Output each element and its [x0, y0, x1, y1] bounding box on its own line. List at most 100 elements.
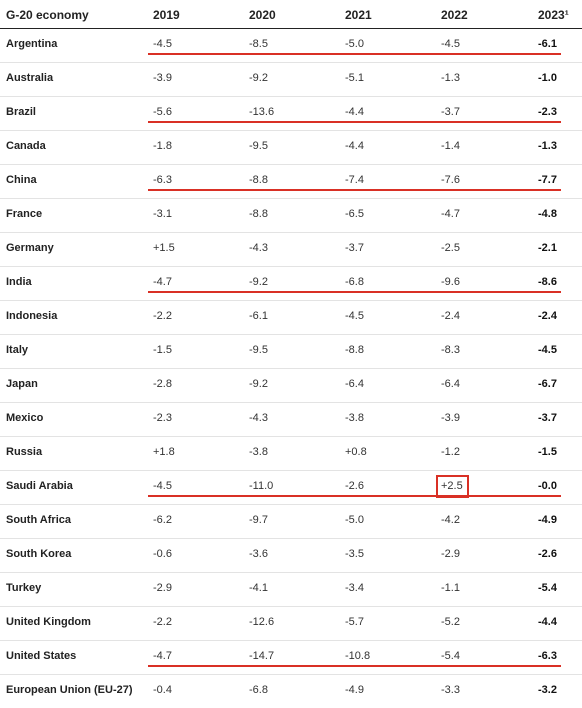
value-cell: -3.7 [345, 242, 364, 254]
table-row: European Union (EU-27) -0.4 -6.8 -4.9 -3.3 -3… [0, 674, 582, 708]
header-2019: 2019 [153, 8, 180, 22]
value-cell: -6.3 [538, 650, 557, 662]
value-cell: -7.6 [441, 174, 460, 186]
value-cell: -3.9 [153, 72, 172, 84]
header-2023: 2023¹ [538, 8, 569, 22]
value-cell: -10.8 [345, 650, 371, 662]
value-cell: -9.5 [249, 344, 268, 356]
country-name: Mexico [6, 412, 44, 424]
country-name: China [6, 174, 37, 186]
table-row: South Africa -6.2 -9.7 -5.0 -4.2 -4.9 [0, 504, 582, 539]
value-cell: -4.3 [249, 242, 268, 254]
table-row: Brazil -5.6 -13.6 -4.4 -3.7 -2.3 [0, 96, 582, 131]
value-cell: -7.7 [538, 174, 557, 186]
value-cell: -1.8 [153, 140, 172, 152]
country-name: South Africa [6, 514, 71, 526]
value-cell: +1.8 [153, 446, 175, 458]
value-cell: +2.5 [441, 480, 463, 492]
value-cell: -4.3 [249, 412, 268, 424]
value-cell: -2.6 [538, 548, 557, 560]
value-cell: -5.4 [538, 582, 557, 594]
country-name: Australia [6, 72, 54, 84]
highlight-underline [148, 665, 561, 667]
value-cell: -1.5 [153, 344, 172, 356]
header-2022: 2022 [441, 8, 468, 22]
country-name: United States [6, 650, 77, 662]
value-cell: -2.9 [441, 548, 460, 560]
value-cell: -8.5 [249, 38, 268, 50]
value-cell: -6.2 [153, 514, 172, 526]
value-cell: -3.1 [153, 208, 172, 220]
table-header: G-20 economy 2019 2020 2021 2022 2023¹ [0, 0, 582, 29]
value-cell: -9.2 [249, 276, 268, 288]
table-row: Australia -3.9 -9.2 -5.1 -1.3 -1.0 [0, 62, 582, 97]
country-name: Japan [6, 378, 38, 390]
value-cell: -1.4 [441, 140, 460, 152]
value-cell: -4.9 [345, 684, 364, 696]
highlight-underline [148, 53, 561, 55]
country-name: South Korea [6, 548, 72, 560]
country-name: Turkey [6, 582, 42, 594]
value-cell: -8.8 [249, 208, 268, 220]
value-cell: -8.8 [249, 174, 268, 186]
value-cell: -4.5 [441, 38, 460, 50]
value-cell: -1.1 [441, 582, 460, 594]
value-cell: -4.5 [153, 38, 172, 50]
value-cell: -4.7 [153, 650, 172, 662]
value-cell: -3.3 [441, 684, 460, 696]
value-cell: -4.2 [441, 514, 460, 526]
table-row: Argentina -4.5 -8.5 -5.0 -4.5 -6.1 [0, 28, 582, 63]
value-cell: -6.4 [345, 378, 364, 390]
value-cell: -8.8 [345, 344, 364, 356]
value-cell: -9.7 [249, 514, 268, 526]
table-row: South Korea -0.6 -3.6 -3.5 -2.9 -2.6 [0, 538, 582, 573]
value-cell: -3.4 [345, 582, 364, 594]
value-cell: -3.6 [249, 548, 268, 560]
highlight-underline [148, 495, 561, 497]
value-cell: -6.1 [249, 310, 268, 322]
country-name: Russia [6, 446, 43, 458]
highlight-underline [148, 121, 561, 123]
value-cell: -4.5 [345, 310, 364, 322]
value-cell: -2.1 [538, 242, 557, 254]
value-cell: -2.5 [441, 242, 460, 254]
country-name: India [6, 276, 32, 288]
value-cell: -9.5 [249, 140, 268, 152]
value-cell: -5.4 [441, 650, 460, 662]
value-cell: -2.3 [538, 106, 557, 118]
value-cell: -6.8 [345, 276, 364, 288]
value-cell: -6.4 [441, 378, 460, 390]
value-cell: -1.3 [538, 140, 557, 152]
table-row: Turkey -2.9 -4.1 -3.4 -1.1 -5.4 [0, 572, 582, 607]
table-row: Japan -2.8 -9.2 -6.4 -6.4 -6.7 [0, 368, 582, 403]
value-cell: -4.5 [153, 480, 172, 492]
value-cell: -5.0 [345, 514, 364, 526]
value-cell: -6.3 [153, 174, 172, 186]
country-name: Canada [6, 140, 46, 152]
table-row: United States -4.7 -14.7 -10.8 -5.4 -6.3 [0, 640, 582, 675]
value-cell: -8.6 [538, 276, 557, 288]
value-cell: -11.0 [249, 480, 274, 492]
value-cell: -2.4 [441, 310, 460, 322]
country-name: Argentina [6, 38, 58, 50]
value-cell: -3.8 [249, 446, 268, 458]
value-cell: -6.1 [538, 38, 557, 50]
value-cell: -4.7 [153, 276, 172, 288]
value-cell: -2.2 [153, 616, 172, 628]
header-2021: 2021 [345, 8, 372, 22]
value-cell: -2.9 [153, 582, 172, 594]
table-row: Saudi Arabia -4.5 -11.0 -2.6 +2.5 -0.0 [0, 470, 582, 505]
value-cell: -5.2 [441, 616, 460, 628]
value-cell: -4.4 [345, 106, 364, 118]
value-cell: -0.0 [538, 480, 557, 492]
table-row: Mexico -2.3 -4.3 -3.8 -3.9 -3.7 [0, 402, 582, 437]
country-name: United Kingdom [6, 616, 91, 628]
value-cell: -8.3 [441, 344, 460, 356]
value-cell: -3.7 [538, 412, 557, 424]
highlight-underline [148, 189, 561, 191]
value-cell: -1.5 [538, 446, 557, 458]
table-row: Canada -1.8 -9.5 -4.4 -1.4 -1.3 [0, 130, 582, 165]
table-row: Indonesia -2.2 -6.1 -4.5 -2.4 -2.4 [0, 300, 582, 335]
value-cell: -2.8 [153, 378, 172, 390]
